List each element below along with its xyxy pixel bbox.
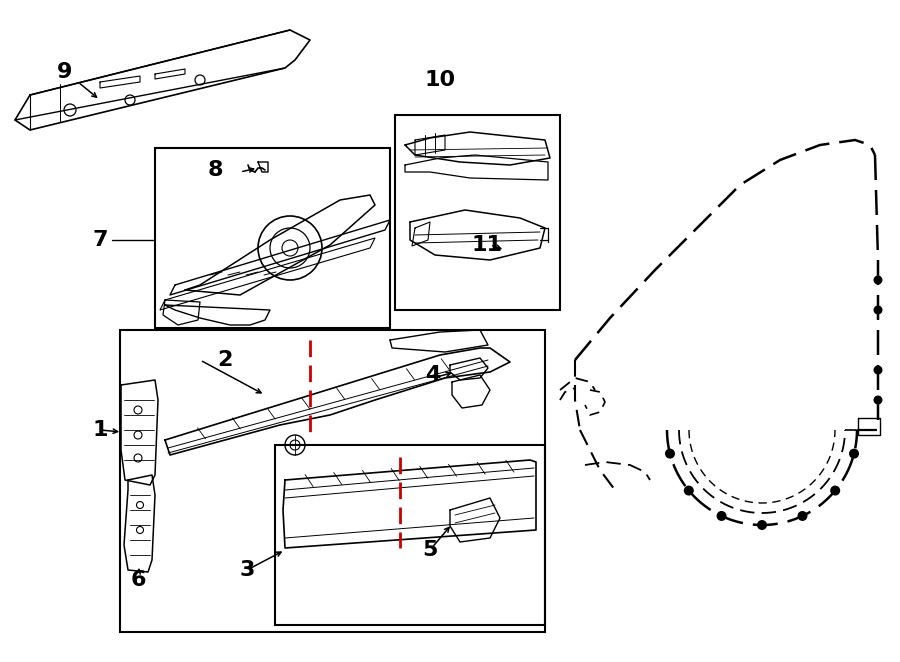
- Bar: [155, 148, 390, 328]
- Text: 1: 1: [93, 420, 108, 440]
- Circle shape: [874, 365, 883, 375]
- Circle shape: [874, 305, 883, 314]
- Text: 7: 7: [93, 230, 108, 250]
- Text: 2: 2: [217, 350, 233, 370]
- Text: 3: 3: [239, 560, 255, 580]
- Text: 9: 9: [58, 62, 73, 82]
- Circle shape: [716, 511, 726, 521]
- Bar: [395, 115, 560, 310]
- Text: 6: 6: [130, 570, 146, 590]
- Circle shape: [830, 485, 841, 496]
- Bar: [275, 445, 545, 625]
- Circle shape: [665, 449, 675, 459]
- Circle shape: [849, 449, 859, 459]
- Text: 8: 8: [207, 160, 223, 180]
- Text: 4: 4: [426, 365, 441, 385]
- Text: 5: 5: [422, 540, 437, 560]
- Circle shape: [684, 485, 694, 496]
- Circle shape: [757, 520, 767, 530]
- Circle shape: [797, 511, 807, 521]
- Text: 11: 11: [472, 235, 502, 255]
- Bar: [120, 330, 545, 632]
- Text: 10: 10: [425, 70, 455, 90]
- Circle shape: [874, 395, 883, 404]
- Circle shape: [874, 275, 883, 285]
